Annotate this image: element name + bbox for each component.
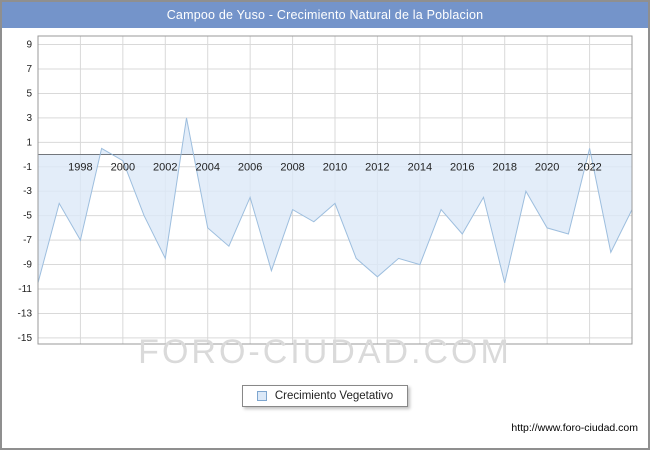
svg-text:2014: 2014 — [408, 162, 432, 174]
svg-text:-1: -1 — [23, 162, 32, 173]
x-axis-labels: 1998 2000 2002 2004 2006 2008 2010 2012 2014 2016… — [68, 162, 602, 174]
area-series-line — [37, 117, 633, 284]
area-chart: 9 7 5 3 1 -1 -3 -5 -7 -9 -11 -13 -15 1998 2000 2002 2004… — [18, 35, 633, 345]
svg-text:2018: 2018 — [492, 162, 516, 174]
svg-text:-9: -9 — [23, 260, 32, 271]
svg-text:2002: 2002 — [153, 162, 177, 174]
footer-url-link[interactable]: http://www.foro-ciudad.com — [511, 422, 638, 434]
svg-text:-13: -13 — [18, 308, 33, 319]
svg-text:1998: 1998 — [68, 162, 92, 174]
svg-text:2004: 2004 — [195, 162, 219, 174]
y-axis-labels: 9 7 5 3 1 -1 -3 -5 -7 -9 -11 -13 -15 — [18, 40, 33, 344]
svg-text:-5: -5 — [23, 211, 32, 222]
svg-text:-15: -15 — [18, 333, 33, 344]
svg-text:2006: 2006 — [238, 162, 262, 174]
svg-text:1: 1 — [26, 137, 32, 148]
svg-text:3: 3 — [26, 113, 32, 124]
svg-text:2016: 2016 — [450, 162, 474, 174]
legend-item[interactable]: Crecimiento Vegetativo — [241, 385, 409, 407]
svg-text:2020: 2020 — [535, 162, 559, 174]
svg-text:5: 5 — [26, 88, 32, 99]
legend-label: Crecimiento Vegetativo — [274, 390, 394, 402]
svg-text:9: 9 — [26, 40, 32, 51]
svg-text:-7: -7 — [23, 235, 32, 246]
gridlines — [38, 36, 632, 344]
svg-text:7: 7 — [26, 64, 32, 75]
svg-text:-11: -11 — [18, 284, 32, 295]
svg-text:2012: 2012 — [365, 162, 389, 174]
legend: Crecimiento Vegetativo — [2, 385, 648, 407]
svg-text:2000: 2000 — [111, 162, 135, 174]
area-series-fill — [38, 117, 632, 283]
svg-text:2010: 2010 — [323, 162, 347, 174]
legend-swatch-icon — [256, 391, 267, 401]
plot-border — [37, 35, 633, 345]
chart-title: Campoo de Yuso - Crecimiento Natural de … — [2, 2, 648, 28]
svg-text:2022: 2022 — [577, 162, 601, 174]
svg-text:2008: 2008 — [280, 162, 304, 174]
svg-text:-3: -3 — [23, 186, 32, 197]
